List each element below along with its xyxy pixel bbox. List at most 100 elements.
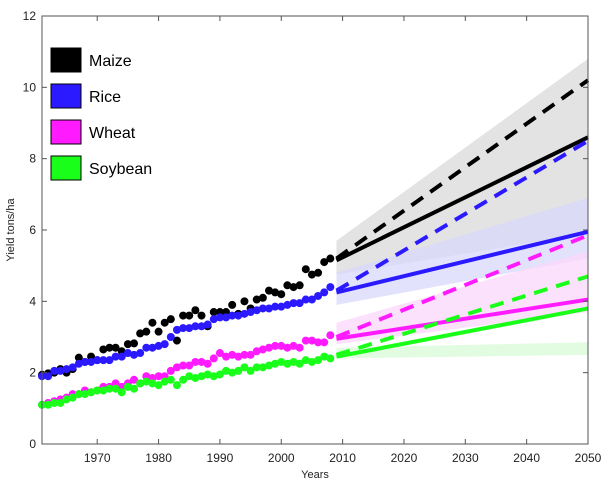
maize-point: [314, 268, 323, 277]
rice-point: [154, 341, 163, 350]
rice-point: [314, 291, 323, 300]
soybean-point: [166, 375, 175, 384]
soybean-point: [74, 390, 83, 399]
maize-point: [123, 340, 132, 349]
soybean-point: [117, 388, 126, 397]
soybean-point: [154, 381, 163, 390]
soybean-point: [301, 356, 310, 365]
y-axis-label: Yield tons/ha: [5, 198, 17, 262]
rice-point: [44, 372, 53, 381]
maize-legend-swatch: [50, 47, 82, 73]
soybean-point: [295, 359, 304, 368]
wheat-point: [240, 350, 249, 359]
soybean-point: [264, 361, 273, 370]
maize-point: [172, 336, 181, 345]
maize-point: [295, 281, 304, 290]
maize-point: [240, 297, 249, 306]
soybean-point: [289, 357, 298, 366]
x-tick-label: 1980: [145, 451, 172, 465]
maize-point: [264, 286, 273, 295]
soybean-point: [111, 384, 120, 393]
x-tick-label: 2040: [513, 451, 540, 465]
rice-point: [111, 352, 120, 361]
x-tick-label: 2030: [452, 451, 479, 465]
maize-point: [160, 318, 169, 327]
rice-point: [203, 320, 212, 329]
maize-point: [301, 265, 310, 274]
maize-point: [283, 281, 292, 290]
y-tick-label: 0: [29, 437, 36, 451]
wheat-point: [215, 349, 224, 358]
rice-point: [326, 283, 335, 292]
soybean-point: [68, 393, 77, 402]
wheat-point: [228, 350, 237, 359]
rice-point: [50, 366, 59, 375]
wheat-point: [301, 336, 310, 345]
maize-point: [289, 283, 298, 292]
uncertainty-bands: [336, 58, 588, 359]
observed-points: [38, 254, 335, 409]
rice-point: [246, 308, 255, 317]
x-axis-label: Years: [301, 469, 329, 481]
soybean-point: [326, 354, 335, 363]
rice-point: [148, 343, 157, 352]
rice-point: [283, 300, 292, 309]
soybean-point: [222, 366, 231, 375]
wheat-point: [222, 352, 231, 361]
rice-point: [87, 357, 96, 366]
rice-point: [93, 356, 102, 365]
maize-point: [136, 329, 145, 338]
wheat-point: [172, 363, 181, 372]
wheat-point: [130, 375, 139, 384]
soybean-point: [172, 381, 181, 390]
maize-legend-label: Maize: [89, 53, 132, 70]
soybean-point: [307, 357, 316, 366]
rice-point: [307, 295, 316, 304]
maize-point: [191, 306, 200, 315]
wheat-point: [234, 352, 243, 361]
maize-point: [142, 327, 151, 336]
soybean-point: [234, 366, 243, 375]
maize-point: [228, 300, 237, 309]
rice-point: [185, 324, 194, 333]
soybean-point: [142, 377, 151, 386]
maize-point: [105, 343, 114, 352]
rice-point: [234, 311, 243, 320]
maize-point: [179, 311, 188, 320]
soybean-point: [99, 386, 108, 395]
rice-point: [80, 357, 89, 366]
soybean-point: [87, 388, 96, 397]
rice-legend-swatch: [50, 83, 82, 109]
soybean-point: [209, 372, 218, 381]
rice-point: [222, 313, 231, 322]
maize-projection-dashed-line: [335, 78, 590, 261]
wheat-point: [246, 350, 255, 359]
wheat-point: [166, 366, 175, 375]
y-tick-label: 8: [29, 152, 36, 166]
rice-point: [142, 343, 151, 352]
soybean-point: [252, 363, 261, 372]
rice-point: [271, 302, 280, 311]
wheat-point: [289, 341, 298, 350]
rice-point: [68, 363, 77, 372]
wheat-point: [197, 357, 206, 366]
wheat-point: [295, 343, 304, 352]
soybean-point: [80, 390, 89, 399]
rice-point: [301, 295, 310, 304]
rice-point: [160, 340, 169, 349]
soybean-point: [105, 384, 114, 393]
wheat-point: [271, 341, 280, 350]
rice-point: [123, 349, 132, 358]
soybean-projection-dashed-line: [335, 274, 589, 357]
soybean-legend-swatch: [50, 155, 82, 181]
y-tick-label: 4: [29, 294, 36, 308]
wheat-point: [203, 359, 212, 368]
soybean-point: [191, 374, 200, 383]
maize-point: [326, 254, 335, 263]
rice-point: [264, 304, 273, 313]
soybean-point: [179, 375, 188, 384]
x-tick-label: 2050: [575, 451, 602, 465]
rice-point: [209, 315, 218, 324]
projection-lines: [335, 78, 590, 359]
y-tick-label: 10: [23, 80, 37, 94]
